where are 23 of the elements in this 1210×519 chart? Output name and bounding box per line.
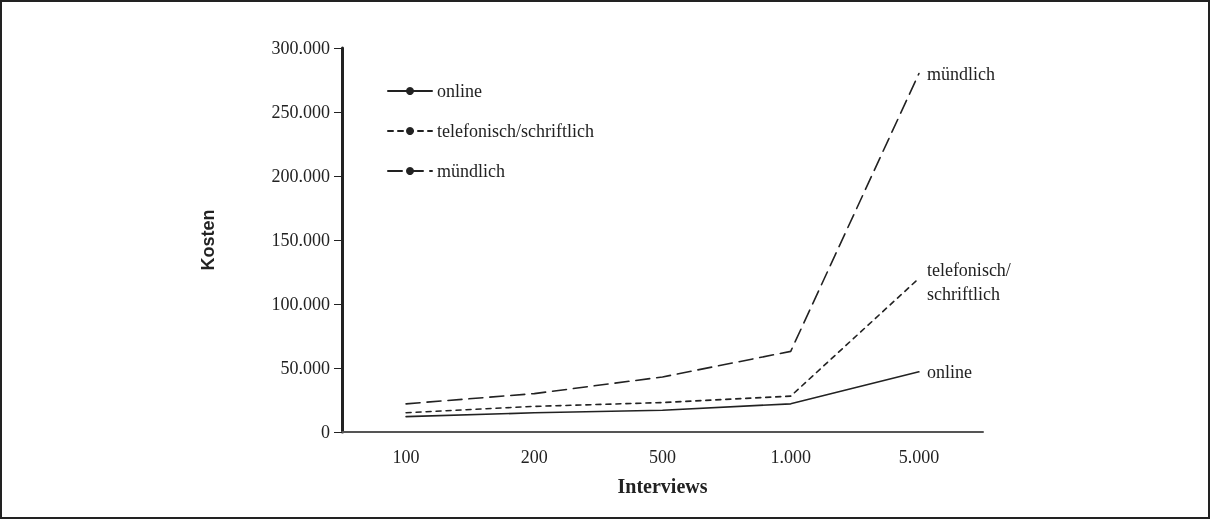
line-series (405, 371, 920, 418)
legend-label: mündlich (437, 161, 505, 181)
y-axis-title: Kosten (198, 209, 218, 271)
y-tick-label: 0 (321, 422, 330, 442)
line-series (405, 277, 920, 414)
line-series (405, 72, 920, 405)
y-tick-label: 200.000 (271, 166, 330, 186)
y-tick-label: 300.000 (271, 38, 330, 58)
legend-label: telefonisch/schriftlich (437, 121, 594, 141)
annotation: telefonisch/ schriftlich (926, 260, 1011, 305)
x-tick-label: 100 (392, 447, 420, 467)
legend-label: online (437, 81, 482, 101)
x-tick-label: 5.000 (898, 447, 940, 467)
annotation: online (926, 361, 972, 382)
x-tick-label: 200 (520, 447, 548, 467)
y-tick-label: 100.000 (271, 294, 330, 314)
annotation: mündlich (926, 63, 995, 84)
x-tick-label: 500 (649, 447, 676, 467)
x-axis-title: Interviews (617, 475, 708, 497)
x-tick-label: 1.000 (770, 447, 811, 467)
y-tick-label: 250.000 (271, 102, 330, 122)
y-tick-label: 150.000 (271, 230, 330, 250)
y-tick-label: 50.000 (280, 358, 330, 378)
